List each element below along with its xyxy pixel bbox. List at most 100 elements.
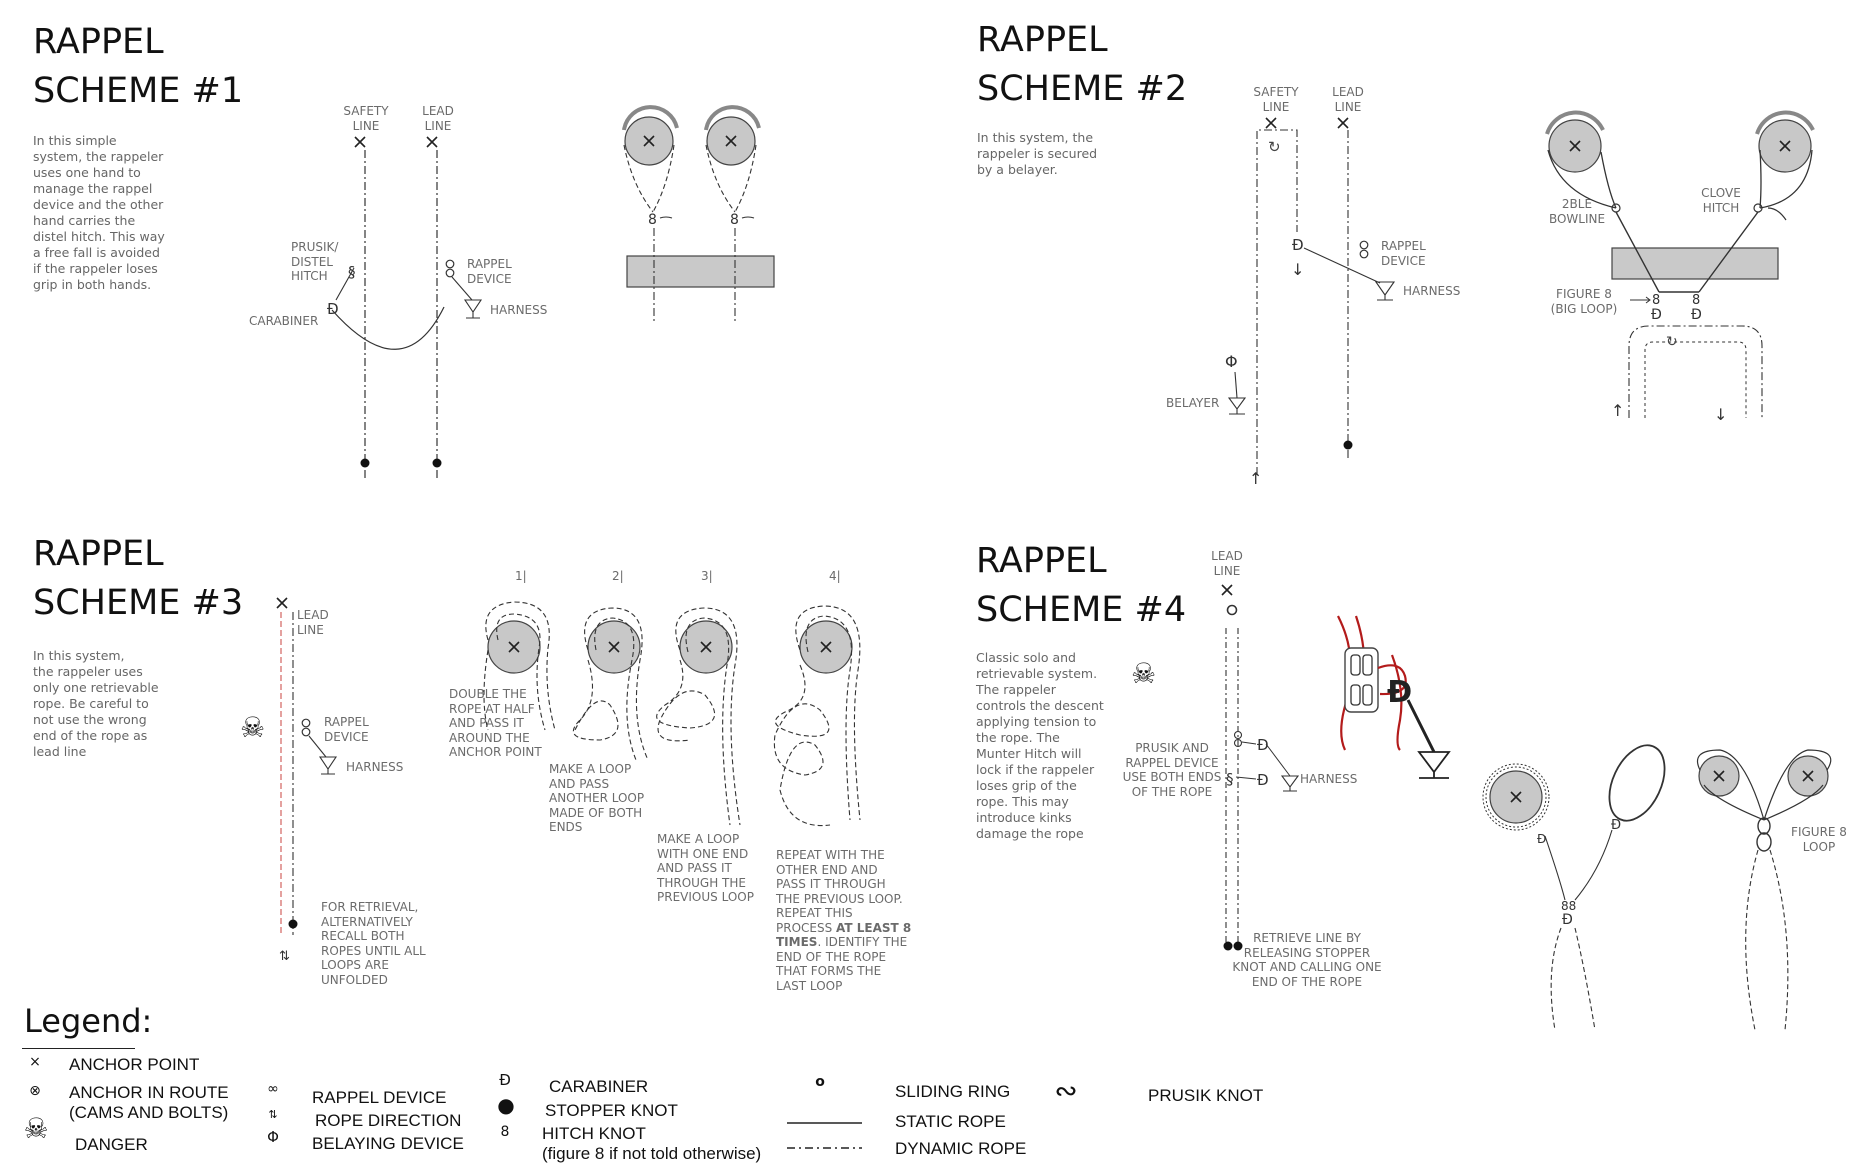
legend-static-rope-label: STATIC ROPE <box>895 1112 1006 1131</box>
scheme2-carabiner-pair: Đ <box>1651 307 1662 323</box>
legend-danger-icon: ☠ <box>23 1112 49 1145</box>
svg-text:8: 8 <box>730 212 739 228</box>
scheme4-figure8-loop <box>1608 744 1666 822</box>
scheme3-danger-icon: ☠ <box>240 711 265 744</box>
legend-rappel-device-icon: ∞ <box>267 1081 279 1097</box>
scheme2-title: RAPPEL SCHEME #2 <box>977 20 1188 109</box>
legend-prusik-knot-label: PRUSIK KNOT <box>1148 1086 1264 1105</box>
scheme4-large-harness-icon <box>1417 751 1451 779</box>
scheme3-stopper-knot <box>288 919 298 929</box>
scheme2-lead-anchor-icon <box>1337 117 1349 129</box>
legend-stopper-knot-icon: ● <box>497 1093 515 1117</box>
svg-text:↻: ↻ <box>1666 334 1678 350</box>
scheme2-drawing: ↻ Đ ↓ Φ ↑ 8 8 Đ Đ <box>1225 110 1815 488</box>
scheme4-munter-hitch-detail: Đ <box>1337 615 1451 779</box>
scheme2-bowline-label: 2BLE BOWLINE <box>1548 197 1606 226</box>
scheme4-rappel-plate <box>1344 647 1379 713</box>
scheme4-prusik-icon: § <box>1226 770 1234 788</box>
scheme3-step4-part-b: . IDENTIFY THE END OF THE ROPE THAT FORM… <box>776 935 908 993</box>
scheme4-danger-icon: ☠ <box>1131 657 1156 690</box>
scheme2-belaying-device-icon: Φ <box>1225 352 1238 371</box>
scheme4-anchor-loop-detail: Đ Đ 88 Đ <box>1482 744 1666 1031</box>
scheme1-rappel-device-label: RAPPEL DEVICE <box>467 257 512 286</box>
scheme3-retrieval-label: FOR RETRIEVAL, ALTERNATIVELY RECALL BOTH… <box>321 900 426 987</box>
scheme1-safety-line-label: SAFETY LINE <box>343 104 389 133</box>
scheme2-figure8-icon: 8 <box>1652 293 1660 308</box>
scheme2-clove-hitch-label: CLOVE HITCH <box>1701 186 1741 215</box>
scheme1-hitch-knot-icon: 8 <box>648 212 657 228</box>
svg-text:Đ: Đ <box>1562 912 1573 928</box>
scheme1-anchor-detail: 8 8 <box>622 105 775 322</box>
svg-text:↓: ↓ <box>1291 260 1304 279</box>
scheme2-safety-rope <box>1256 129 1298 475</box>
legend-belaying-device-label: BELAYING DEVICE <box>312 1134 464 1153</box>
scheme2-carabiner-icon: Đ <box>1292 236 1304 254</box>
scheme1-stopper-knot-1 <box>360 458 370 468</box>
svg-text:88: 88 <box>1561 899 1576 913</box>
scheme2-harness-icon <box>1374 281 1396 301</box>
scheme4-stopper-knot-1 <box>1223 941 1233 951</box>
legend-anchor-in-route-icon: ⊗ <box>29 1083 41 1099</box>
legend-danger-label: DANGER <box>75 1135 148 1154</box>
scheme1-title: RAPPEL SCHEME #1 <box>33 22 244 111</box>
legend-anchor-in-route-label: ANCHOR IN ROUTE (CAMS AND BOLTS) <box>69 1083 229 1122</box>
scheme4-lead-line-label: LEAD LINE <box>1211 549 1243 578</box>
scheme4-figure8-label: FIGURE 8 LOOP <box>1791 825 1847 854</box>
scheme4-large-carabiner-icon: Đ <box>1387 675 1412 710</box>
scheme4-harness-label: HARNESS <box>1300 772 1358 786</box>
scheme1-drawing: § Đ 8 8 <box>327 105 775 478</box>
scheme3-description: In this system, the rappeler uses only o… <box>33 648 159 759</box>
scheme1-lead-anchor-icon <box>426 136 438 148</box>
scheme4-prusik-label: PRUSIK AND RAPPEL DEVICE USE BOTH ENDS O… <box>1122 741 1222 799</box>
scheme1-description: In this simple system, the rappeler uses… <box>33 133 165 292</box>
scheme3-step-drawings <box>483 601 861 827</box>
scheme1-carabiner-label: CARABINER <box>249 314 319 328</box>
scheme3-anchor-icon <box>276 597 288 609</box>
scheme2-rappel-device-label: RAPPEL DEVICE <box>1381 239 1426 268</box>
scheme1-carabiner-icon: Đ <box>327 300 339 318</box>
scheme1-harness-icon <box>463 299 483 319</box>
scheme2-figure8-label: FIGURE 8 (BIG LOOP) <box>1550 287 1618 316</box>
legend-stopper-knot-label: STOPPER KNOT <box>545 1101 678 1120</box>
legend-hitch-knot-icon: 8 <box>500 1124 510 1140</box>
scheme3-step-number-2: 2| <box>612 569 624 583</box>
legend-anchor-point-label: ANCHOR POINT <box>69 1055 200 1074</box>
scheme4-drawing: ☠ Đ § Đ Đ <box>1131 584 1832 1031</box>
legend-line-symbols <box>787 1122 862 1149</box>
scheme2-description: In this system, the rappeler is secured … <box>977 130 1098 177</box>
scheme4-harness-icon <box>1280 775 1300 792</box>
scheme4-rappel-device-icon <box>1233 730 1243 740</box>
scheme1-harness-label: HARNESS <box>490 303 548 317</box>
legend-anchor-point-icon: × <box>29 1054 41 1070</box>
scheme4-description: Classic solo and retrievable system. The… <box>976 650 1104 841</box>
svg-text:Đ: Đ <box>1691 307 1702 323</box>
legend-sliding-ring-label: SLIDING RING <box>895 1082 1011 1101</box>
scheme3-step4-part-a: REPEAT WITH THE OTHER END AND PASS IT TH… <box>776 848 903 935</box>
legend-rope-direction-icon: ⇅ <box>268 1108 278 1121</box>
legend-dynamic-rope-label: DYNAMIC ROPE <box>895 1139 1027 1158</box>
svg-text:↻: ↻ <box>1268 138 1281 156</box>
scheme2-anchor-detail: 8 8 Đ Đ ↻ ↑ ↓ <box>1545 110 1815 424</box>
scheme3-harness-label: HARNESS <box>346 760 404 774</box>
scheme3-step4-bold: AT LEAST 8 TIMES <box>776 920 912 950</box>
scheme2-ledge <box>1611 247 1779 280</box>
scheme3-rope-direction-icon: ⇅ <box>279 949 290 964</box>
legend-carabiner-label: CARABINER <box>549 1077 649 1096</box>
scheme2-rappel-device-icon <box>1359 240 1369 250</box>
scheme1-prusik-link <box>335 267 355 301</box>
legend-carabiner-icon: Đ <box>499 1071 511 1089</box>
scheme3-title: RAPPEL SCHEME #3 <box>33 534 244 623</box>
scheme1-ledge <box>626 255 775 288</box>
scheme3-drawing: ⇅ ☠ <box>240 597 861 964</box>
svg-text:Đ: Đ <box>1611 818 1621 833</box>
scheme2-belayer-label: BELAYER <box>1166 396 1220 410</box>
scheme3-step1-text: DOUBLE THE ROPE AT HALF AND PASS IT AROU… <box>449 687 542 759</box>
scheme3-rappel-device-label: RAPPEL DEVICE <box>324 715 369 744</box>
scheme3-step3-text: MAKE A LOOP WITH ONE END AND PASS IT THR… <box>657 832 754 904</box>
scheme1-prusik-label: PRUSIK/ DISTEL HITCH <box>291 240 339 283</box>
scheme3-step-number-3: 3| <box>701 569 713 583</box>
scheme3-step-number-1: 1| <box>515 569 527 583</box>
scheme3-step-number-4: 4| <box>829 569 841 583</box>
legend-prusik-knot-icon: ∾ <box>1054 1074 1078 1107</box>
